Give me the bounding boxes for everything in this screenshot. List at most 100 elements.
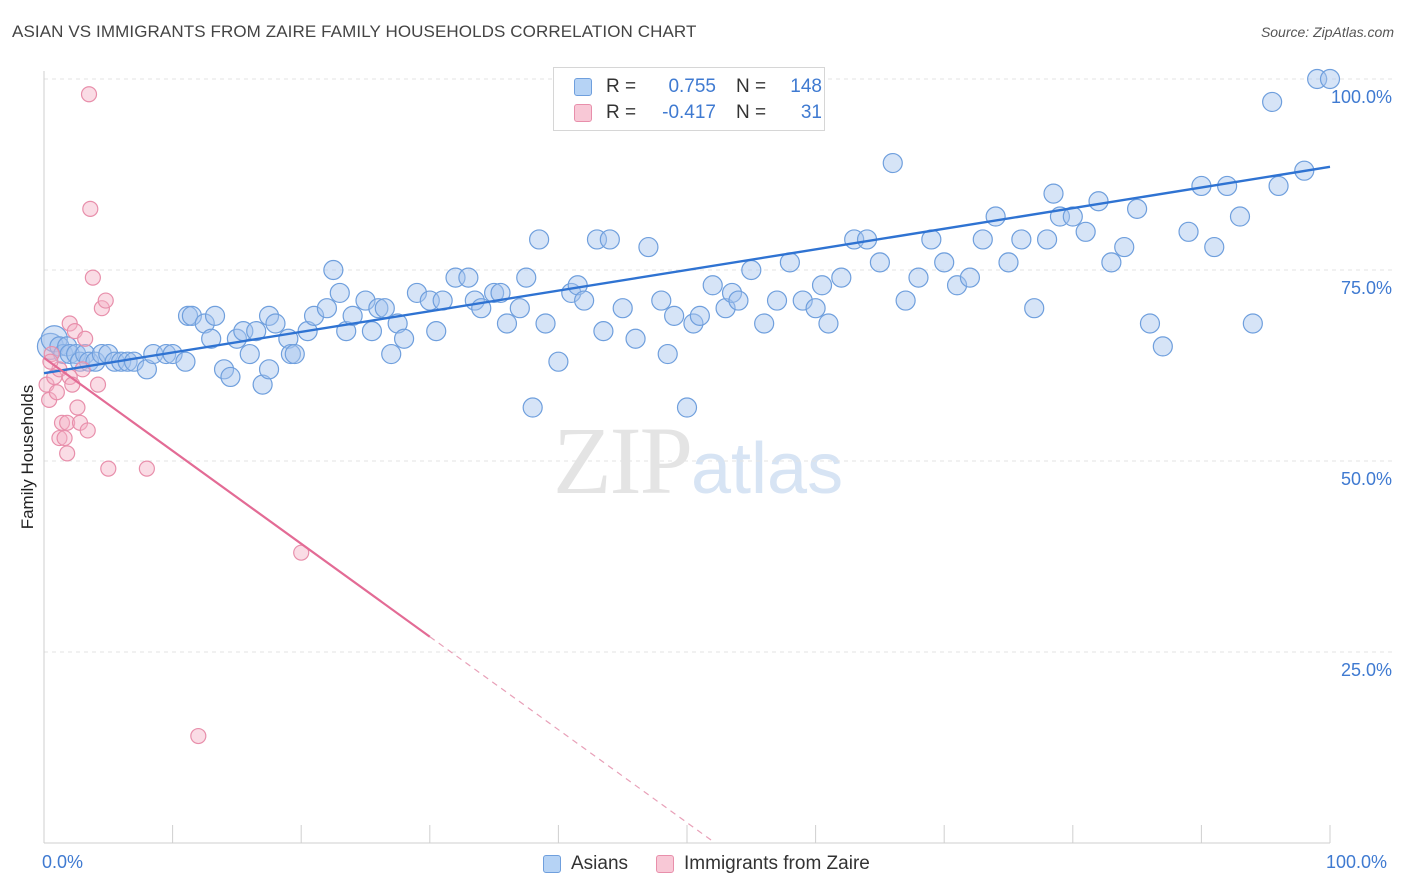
asians-point	[535, 313, 556, 334]
zaire-point	[82, 200, 99, 217]
asians-point	[374, 298, 395, 319]
asians-point	[220, 366, 241, 388]
asians-point	[1101, 252, 1122, 273]
asians-point	[258, 359, 280, 380]
legend-r-label: R =	[606, 76, 637, 97]
asians-point	[393, 328, 415, 349]
asians-point	[1152, 336, 1173, 357]
y-tick-100: 100.0%	[1330, 87, 1392, 107]
asians-point	[496, 313, 518, 334]
zaire-trend-extension	[429, 636, 714, 842]
y-tick-50: 50.0%	[1340, 469, 1392, 489]
asians-point	[1229, 206, 1251, 227]
asians-point	[490, 282, 511, 304]
zaire-trend-line	[43, 356, 431, 638]
asians-point	[625, 328, 646, 349]
asians-point	[934, 252, 955, 273]
zaire-point	[74, 361, 91, 378]
asians-point	[323, 259, 344, 281]
asians-point	[329, 282, 350, 304]
asians-point	[342, 305, 363, 326]
x-tick-max: 100.0%	[1326, 852, 1388, 872]
asians-point	[664, 305, 685, 326]
asians-point	[805, 298, 826, 319]
asians-point	[599, 229, 620, 250]
asians-point	[715, 298, 736, 319]
asians-point	[516, 267, 537, 288]
zaire-point	[93, 300, 110, 317]
asians-point	[368, 298, 389, 319]
asians-point	[908, 267, 929, 288]
asians-point	[959, 267, 981, 288]
asians-point	[201, 328, 222, 349]
asians-point	[689, 305, 710, 326]
legend-n-label: N =	[736, 102, 767, 123]
asians-point	[355, 290, 376, 311]
asians-point	[574, 290, 595, 311]
zaire-point	[79, 422, 96, 439]
zaire-point	[293, 544, 310, 561]
legend-swatch-asians	[574, 78, 592, 96]
zaire-point	[69, 399, 86, 416]
asians-point	[1011, 229, 1032, 250]
asians-point	[136, 359, 157, 380]
x-tick-min: 0.0%	[42, 852, 84, 872]
watermark: ZIPatlas	[553, 405, 843, 516]
asians-point	[676, 397, 698, 418]
asians-point	[252, 374, 273, 395]
asians-point	[1075, 221, 1096, 242]
asians-point	[612, 298, 633, 319]
asians-point	[194, 313, 215, 334]
legend-n-value: 148	[790, 76, 822, 97]
asians-point	[1043, 183, 1064, 204]
asians-point	[522, 397, 543, 418]
asians-point	[59, 343, 80, 365]
asians-point	[792, 290, 813, 311]
legend-item-zaire[interactable]: Immigrants from Zaire	[656, 853, 870, 875]
asians-point	[548, 351, 569, 372]
asians-point	[946, 275, 968, 296]
zaire-point	[138, 460, 155, 477]
zaire-point	[77, 330, 94, 347]
asians-point	[818, 313, 839, 334]
asians-point	[1036, 229, 1058, 250]
zaire-point	[59, 445, 76, 462]
legend-label-zaire: Immigrants from Zaire	[684, 853, 870, 874]
asians-point	[1319, 68, 1341, 90]
legend-row-zaire: R = -0.417 N = 31	[574, 100, 822, 126]
legend-swatch-asians	[543, 855, 561, 873]
stats-legend: R = 0.755 N = 148 R = -0.417 N = 31	[553, 67, 825, 131]
asians-point	[657, 343, 678, 365]
asians-point	[1204, 236, 1225, 258]
asians-point	[1088, 191, 1109, 212]
asians-point	[831, 267, 852, 288]
legend-n-value: 31	[800, 102, 822, 123]
legend-item-asians[interactable]: Asians	[543, 853, 628, 875]
asians-point	[1114, 236, 1135, 258]
asians-point	[1217, 175, 1238, 197]
asians-point	[509, 298, 530, 319]
asians-point	[529, 229, 550, 250]
asians-point	[985, 206, 1006, 227]
asians-point	[638, 236, 659, 258]
legend-row-asians: R = 0.755 N = 148	[574, 74, 822, 100]
zaire-point	[80, 86, 98, 103]
asians-point	[754, 313, 775, 334]
asians-point	[741, 259, 762, 281]
asians-point	[204, 305, 226, 326]
asians-point	[381, 343, 402, 365]
asians-point	[593, 321, 614, 342]
asians-point	[175, 351, 196, 372]
asians-point	[426, 321, 447, 342]
asians-point	[702, 275, 723, 296]
asians-point	[1126, 198, 1148, 219]
asians-point	[246, 321, 267, 342]
chart-source: Source: ZipAtlas.com	[1260, 24, 1394, 40]
asians-point	[728, 290, 749, 311]
legend-r-label: R =	[606, 102, 637, 123]
asians-point	[316, 298, 338, 319]
asians-point	[181, 305, 202, 326]
legend-swatch-zaire	[656, 855, 675, 873]
zaire-point	[190, 727, 207, 745]
